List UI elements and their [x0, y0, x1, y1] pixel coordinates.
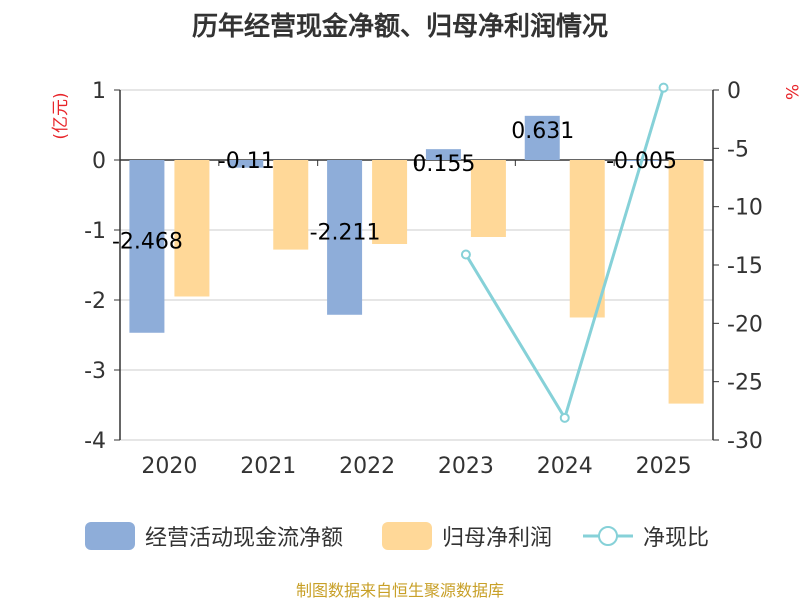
y-right-tick-label: -20: [727, 312, 763, 337]
line-ratio-point: [559, 412, 570, 423]
x-tick-label: 2023: [438, 454, 494, 479]
y-left-tick-label: -3: [84, 359, 106, 384]
y-right-tick-label: -10: [727, 196, 763, 221]
y-right-tick-label: -25: [727, 371, 763, 396]
chart-title: 历年经营现金净额、归母净利润情况: [191, 12, 608, 42]
data-label-cashflow: -2.468: [112, 229, 183, 254]
bar-cashflow-2023: [425, 149, 461, 160]
y-right-tick-label: -15: [727, 254, 763, 279]
line-ratio-point: [460, 249, 471, 260]
y-left-tick-label: -2: [84, 289, 106, 314]
source-footer: 制图数据来自恒生聚源数据库: [295, 581, 504, 600]
legend-line-marker-icon: [583, 526, 633, 546]
x-tick-label: 2025: [636, 454, 692, 479]
y-right-tick-label: -5: [727, 137, 749, 162]
x-tick-label: 2020: [141, 454, 197, 479]
bar-cashflow-2021: [228, 160, 264, 168]
data-label-cashflow: 0.155: [412, 152, 475, 177]
y-right-tick-label: -30: [727, 429, 763, 454]
bar-profit-2020: [174, 160, 210, 297]
line-ratio-point: [658, 82, 669, 93]
bar-profit-2022: [372, 160, 408, 244]
bar-profit-2021: [273, 160, 309, 250]
legend-item-ratio[interactable]: 净现比: [583, 518, 709, 554]
legend-item-cashflow[interactable]: 经营活动现金流净额: [85, 518, 343, 554]
y-left-tick-label: -1: [84, 219, 106, 244]
bar-profit-2024: [569, 160, 605, 318]
legend-label-ratio: 净现比: [643, 526, 710, 551]
bar-profit-2025: [668, 160, 704, 404]
x-tick-label: 2021: [240, 454, 296, 479]
legend-swatch-cashflow: [85, 522, 135, 550]
y-left-unit-label: (亿元): [51, 92, 71, 139]
data-label-cashflow: -0.11: [218, 149, 275, 174]
data-label-cashflow: 0.631: [511, 119, 574, 144]
y-left-tick-label: 1: [92, 79, 106, 104]
legend-swatch-profit: [382, 522, 432, 550]
bar-cashflow-2022: [327, 160, 363, 315]
y-right-unit-label: %: [781, 84, 800, 100]
y-left-tick-label: -4: [84, 429, 106, 454]
legend: 经营活动现金流净额 归母净利润 净现比: [0, 518, 800, 554]
bar-cashflow-2020: [129, 160, 165, 333]
legend-item-profit[interactable]: 归母净利润: [382, 518, 552, 554]
bar-cashflow-2024: [524, 115, 560, 160]
x-tick-label: 2024: [537, 454, 593, 479]
data-label-cashflow: -0.005: [606, 149, 677, 174]
y-right-tick-label: 0: [727, 79, 741, 104]
y-left-tick-label: 0: [92, 149, 106, 174]
legend-label-cashflow: 经营活动现金流净额: [145, 526, 344, 551]
data-label-cashflow: -2.211: [310, 220, 381, 245]
x-tick-label: 2022: [339, 454, 395, 479]
legend-label-profit: 归母净利润: [442, 526, 553, 551]
bar-profit-2023: [470, 160, 506, 237]
